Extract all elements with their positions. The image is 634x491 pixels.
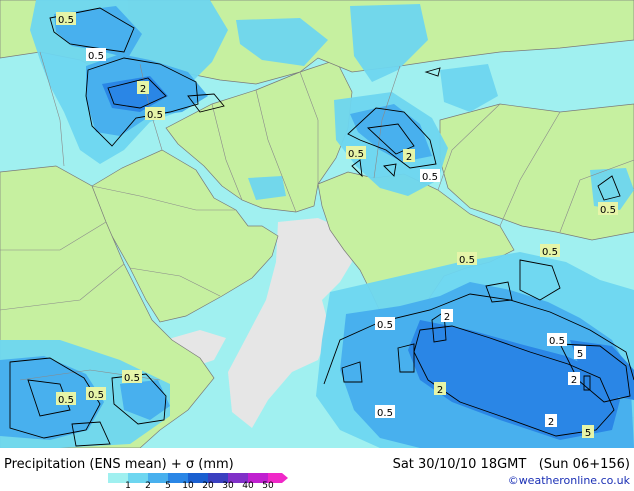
svg-text:2: 2	[444, 312, 450, 323]
contour-label: 0.5	[145, 107, 165, 121]
contour-labels: 0.5 0.5 2 0.5 0.5 2 0.5 0.5 0.5 0.5 2 0.…	[56, 12, 618, 439]
contour-label: 0.5	[86, 48, 106, 62]
contour-label: 0.5	[420, 169, 440, 183]
contour-label: 0.5	[56, 392, 76, 406]
svg-text:0.5: 0.5	[124, 373, 140, 384]
precipitation-contours	[9, 7, 634, 447]
colorbar-tick-label: 50	[262, 481, 274, 491]
colorbar-swatch	[188, 473, 208, 483]
svg-text:0.5: 0.5	[58, 395, 74, 406]
colorbar-tick-label: 5	[165, 481, 171, 491]
svg-text:0.5: 0.5	[88, 390, 104, 401]
contour-label: 0.5	[540, 244, 560, 258]
colorbar-tick-label: 40	[242, 481, 254, 491]
valid-time: Sat 30/10/10 18GMT (Sun 06+156)	[393, 457, 630, 472]
colorbar-swatch	[228, 473, 248, 483]
dry-zone-arabian-sea	[228, 218, 352, 428]
colorbar-swatch	[248, 473, 268, 483]
precipitation-colorbar	[108, 473, 288, 483]
svg-text:0.5: 0.5	[377, 408, 393, 419]
svg-text:2: 2	[140, 84, 146, 95]
colorbar-swatch	[208, 473, 228, 483]
svg-text:0.5: 0.5	[549, 336, 565, 347]
colorbar-swatch	[128, 473, 148, 483]
precipitation-map: 0.5 0.5 2 0.5 0.5 2 0.5 0.5 0.5 0.5 2 0.…	[0, 0, 634, 448]
contour-label: 0.5	[122, 370, 142, 384]
contour-label: 2	[137, 81, 149, 95]
map-title: Precipitation (ENS mean) + σ (mm)	[4, 457, 234, 472]
contour-label: 2	[434, 382, 446, 396]
svg-text:0.5: 0.5	[600, 205, 616, 216]
svg-text:0.5: 0.5	[147, 110, 163, 121]
contour-label: 2	[403, 149, 415, 163]
svg-text:0.5: 0.5	[422, 172, 438, 183]
contour-label: 0.5	[56, 12, 76, 26]
valid-date: Sat 30/10/10 18GMT	[392, 457, 527, 472]
contour-label: 5	[582, 425, 594, 439]
contour-label: 0.5	[457, 252, 477, 266]
colorbar-arrow	[282, 473, 288, 483]
svg-text:0.5: 0.5	[348, 149, 364, 160]
svg-text:0.5: 0.5	[459, 255, 475, 266]
svg-text:0.5: 0.5	[88, 51, 104, 62]
svg-text:5: 5	[577, 349, 583, 360]
colorbar-swatch	[168, 473, 188, 483]
colorbar-swatch	[148, 473, 168, 483]
colorbar-swatch	[268, 473, 282, 483]
svg-text:2: 2	[406, 152, 412, 163]
colorbar-tick-label: 20	[202, 481, 214, 491]
svg-text:5: 5	[585, 428, 591, 439]
svg-text:0.5: 0.5	[542, 247, 558, 258]
colorbar-tick-label: 10	[182, 481, 194, 491]
svg-text:2: 2	[437, 385, 443, 396]
svg-text:2: 2	[571, 375, 577, 386]
forecast-lead: (Sun 06+156)	[538, 457, 630, 472]
contour-label: 0.5	[346, 146, 366, 160]
svg-text:2: 2	[548, 417, 554, 428]
credit-link[interactable]: ©weatheronline.co.uk	[507, 474, 630, 487]
colorbar-tick-label: 2	[145, 481, 151, 491]
contour-label: 2	[441, 309, 453, 323]
contour-label: 0.5	[86, 387, 106, 401]
contour-label: 5	[574, 346, 586, 360]
contour-label: 2	[568, 372, 580, 386]
colorbar-tick-label: 30	[222, 481, 234, 491]
colorbar-tick-label: 1	[125, 481, 131, 491]
colorbar-swatch	[108, 473, 128, 483]
contour-label: 0.5	[547, 333, 567, 347]
contour-label: 0.5	[375, 317, 395, 331]
svg-text:0.5: 0.5	[58, 15, 74, 26]
map-footer: Precipitation (ENS mean) + σ (mm) Sat 30…	[0, 448, 634, 490]
contour-label: 0.5	[375, 405, 395, 419]
contour-label: 2	[545, 414, 557, 428]
contour-label: 0.5	[598, 202, 618, 216]
svg-text:0.5: 0.5	[377, 320, 393, 331]
